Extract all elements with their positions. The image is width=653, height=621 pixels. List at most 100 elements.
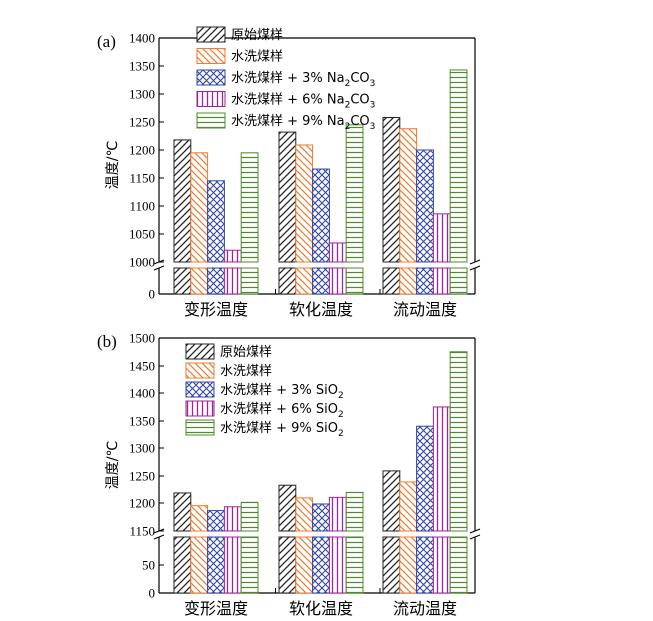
bar-a-s2-c0 xyxy=(207,180,225,263)
panel-label: (b) xyxy=(97,332,117,351)
legend-subscript: 2 xyxy=(345,101,351,111)
legend-subscript: 2 xyxy=(338,429,344,439)
bar-a-s4-c2 xyxy=(449,69,468,263)
legend-label: 水洗煤样 xyxy=(231,50,283,65)
legend-swatch xyxy=(196,112,226,129)
legend-swatch xyxy=(185,400,215,417)
axis-break-mark xyxy=(469,528,481,534)
y-tick-label: 1150 xyxy=(129,524,155,539)
legend-label-tail: CO xyxy=(350,71,369,86)
bar-b-s0-c0 xyxy=(173,492,192,532)
bar-lower-a-s2-c1 xyxy=(312,267,330,295)
legend-label: 水洗煤样 + 9% SiO2 xyxy=(220,421,344,439)
bar-lower-a-s2-c0 xyxy=(207,267,225,295)
bar-a-s4-c1 xyxy=(345,124,364,263)
y-tick-label: 50 xyxy=(142,558,155,573)
y-tick-label: 1450 xyxy=(129,359,155,374)
bar-lower-b-s4-c2 xyxy=(449,536,468,594)
bar-b-s2-c0 xyxy=(207,510,225,532)
axis-break-mark xyxy=(153,534,165,540)
bar-a-s3-c1 xyxy=(328,242,347,263)
legend-label: 水洗煤样 + 6% SiO2 xyxy=(220,402,344,420)
x-tick-label: 流动温度 xyxy=(393,300,457,319)
y-tick-label: 1300 xyxy=(129,87,155,102)
bar-lower-b-s2-c1 xyxy=(312,536,330,594)
legend-label: 水洗煤样 + 9% Na2CO3 xyxy=(231,114,375,132)
legend-label: 水洗煤样 + 6% Na2CO3 xyxy=(231,93,375,111)
legend-label-tail: CO xyxy=(350,114,369,129)
bar-b-s4-c2 xyxy=(449,351,468,532)
legend-label-text: 水洗煤样 + 9% Na xyxy=(231,114,345,129)
bar-a-s0-c1 xyxy=(278,131,297,263)
bar-lower-b-s2-c0 xyxy=(207,536,225,594)
bar-b-s1-c2 xyxy=(399,481,418,532)
bar-lower-b-s0-c2 xyxy=(382,536,401,594)
x-tick-label: 软化温度 xyxy=(289,300,353,319)
bar-b-s2-c2 xyxy=(416,425,434,532)
y-tick-label: 0 xyxy=(149,586,156,601)
legend-label-text: 原始煤样 xyxy=(220,345,272,360)
bar-lower-b-s0-c0 xyxy=(173,536,192,594)
x-tick-label: 变形温度 xyxy=(184,599,248,618)
y-tick-label: 1400 xyxy=(129,31,155,46)
legend-swatch xyxy=(196,91,226,107)
legend-label: 水洗煤样 xyxy=(220,364,272,379)
legend-label-text: 水洗煤样 + 3% SiO xyxy=(220,383,338,398)
legend-subscript: 2 xyxy=(338,391,344,401)
legend-subscript: 2 xyxy=(345,122,351,132)
y-axis-label: 温度/℃ xyxy=(105,141,121,189)
legend-swatch xyxy=(196,26,226,43)
chart-panel-a: (a) 温度/℃ 1400 1350 1300 1250 1200 1150 1100 1050 1… xyxy=(97,26,481,319)
bar-lower-b-s2-c2 xyxy=(416,536,434,594)
bar-a-s0-c2 xyxy=(382,117,401,263)
axis-break-mark xyxy=(153,265,165,271)
bar-lower-b-s0-c1 xyxy=(278,536,297,594)
bar-b-s3-c1 xyxy=(328,496,347,532)
legend-subscript: 3 xyxy=(370,101,376,111)
legend-label-text: 水洗煤样 xyxy=(231,50,283,65)
legend-subscript: 2 xyxy=(338,410,344,420)
legend-subscript: 2 xyxy=(345,79,351,89)
bar-b-s1-c0 xyxy=(190,505,209,532)
legend-swatch xyxy=(196,48,226,64)
legend-label: 原始煤样 xyxy=(231,28,283,43)
panel-label: (a) xyxy=(97,32,116,51)
y-tick-label: 1350 xyxy=(129,414,155,429)
legend-label: 水洗煤样 + 3% Na2CO3 xyxy=(231,71,375,89)
legend-label-text: 水洗煤样 + 6% SiO xyxy=(220,402,338,417)
bar-a-s2-c1 xyxy=(312,168,330,263)
bar-lower-a-s1-c1 xyxy=(295,267,314,295)
chart-panel-b: (b) 温度/℃ 1500 1450 1400 1350 1300 1250 1200 1150 5… xyxy=(97,331,481,618)
legend-label-text: 原始煤样 xyxy=(231,28,283,43)
bar-a-s1-c1 xyxy=(295,144,314,263)
bar-a-s3-c2 xyxy=(432,213,451,263)
bar-a-s1-c2 xyxy=(399,128,418,263)
y-tick-label: 1050 xyxy=(129,227,155,242)
bar-lower-b-s3-c2 xyxy=(432,536,451,594)
bar-lower-a-s0-c1 xyxy=(278,267,297,295)
bar-lower-b-s1-c2 xyxy=(399,536,418,594)
legend-swatch xyxy=(185,419,215,436)
axis-break-mark xyxy=(469,259,481,265)
bar-lower-a-s3-c2 xyxy=(432,267,451,295)
bar-lower-b-s1-c1 xyxy=(295,536,314,594)
axis-break-mark xyxy=(469,265,481,271)
bar-lower-a-s4-c1 xyxy=(345,267,364,295)
bar-lower-a-s0-c0 xyxy=(173,267,192,295)
legend-label: 水洗煤样 + 3% SiO2 xyxy=(220,383,344,401)
axis-break-mark xyxy=(469,534,481,540)
y-tick-label: 1200 xyxy=(129,143,155,158)
y-axis-label: 温度/℃ xyxy=(105,441,121,489)
legend-swatch xyxy=(185,343,215,360)
bar-lower-b-s4-c1 xyxy=(345,536,364,594)
bar-lower-a-s4-c2 xyxy=(449,267,468,295)
x-tick-label: 软化温度 xyxy=(289,599,353,618)
bar-a-s4-c0 xyxy=(240,152,259,263)
bar-lower-a-s3-c0 xyxy=(223,267,242,295)
y-tick-label: 0 xyxy=(149,287,156,302)
x-tick-label: 流动温度 xyxy=(393,599,457,618)
y-tick-label: 1150 xyxy=(129,171,155,186)
y-tick-label: 1000 xyxy=(129,255,155,270)
bar-a-s2-c2 xyxy=(416,149,434,263)
bar-a-s0-c0 xyxy=(173,139,192,263)
